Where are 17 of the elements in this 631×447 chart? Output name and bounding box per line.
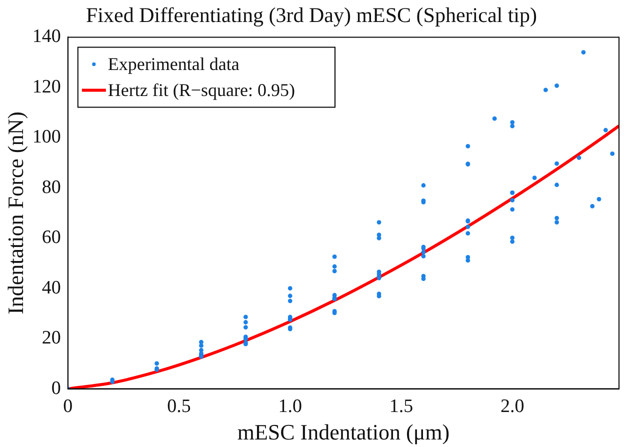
x-tick-label: 0.5 <box>167 396 191 418</box>
y-tick-label: 0 <box>51 378 61 399</box>
x-tick-label: 1.0 <box>278 396 302 418</box>
x-tick-label: 2.0 <box>500 396 524 418</box>
chart-title: Fixed Differentiating (3rd Day) mESC (Spherical tip) <box>86 3 538 28</box>
y-axis-title: Indentation Force (nN) <box>2 112 28 314</box>
y-tick-label: 20 <box>42 328 61 349</box>
y-tick-label: 60 <box>42 227 61 248</box>
x-axis-title: mESC Indentation (μm) <box>237 420 450 445</box>
y-tick-label: 80 <box>42 176 61 198</box>
legend-label: Experimental data <box>108 54 240 74</box>
y-tick-label: 140 <box>32 26 61 48</box>
legend-label: Hertz fit (R−square: 0.95) <box>108 80 295 100</box>
y-tick-label: 100 <box>32 126 61 148</box>
y-tick-label: 120 <box>32 76 61 98</box>
y-tick-label: 40 <box>42 277 61 298</box>
x-tick-label: 1.5 <box>389 396 414 418</box>
